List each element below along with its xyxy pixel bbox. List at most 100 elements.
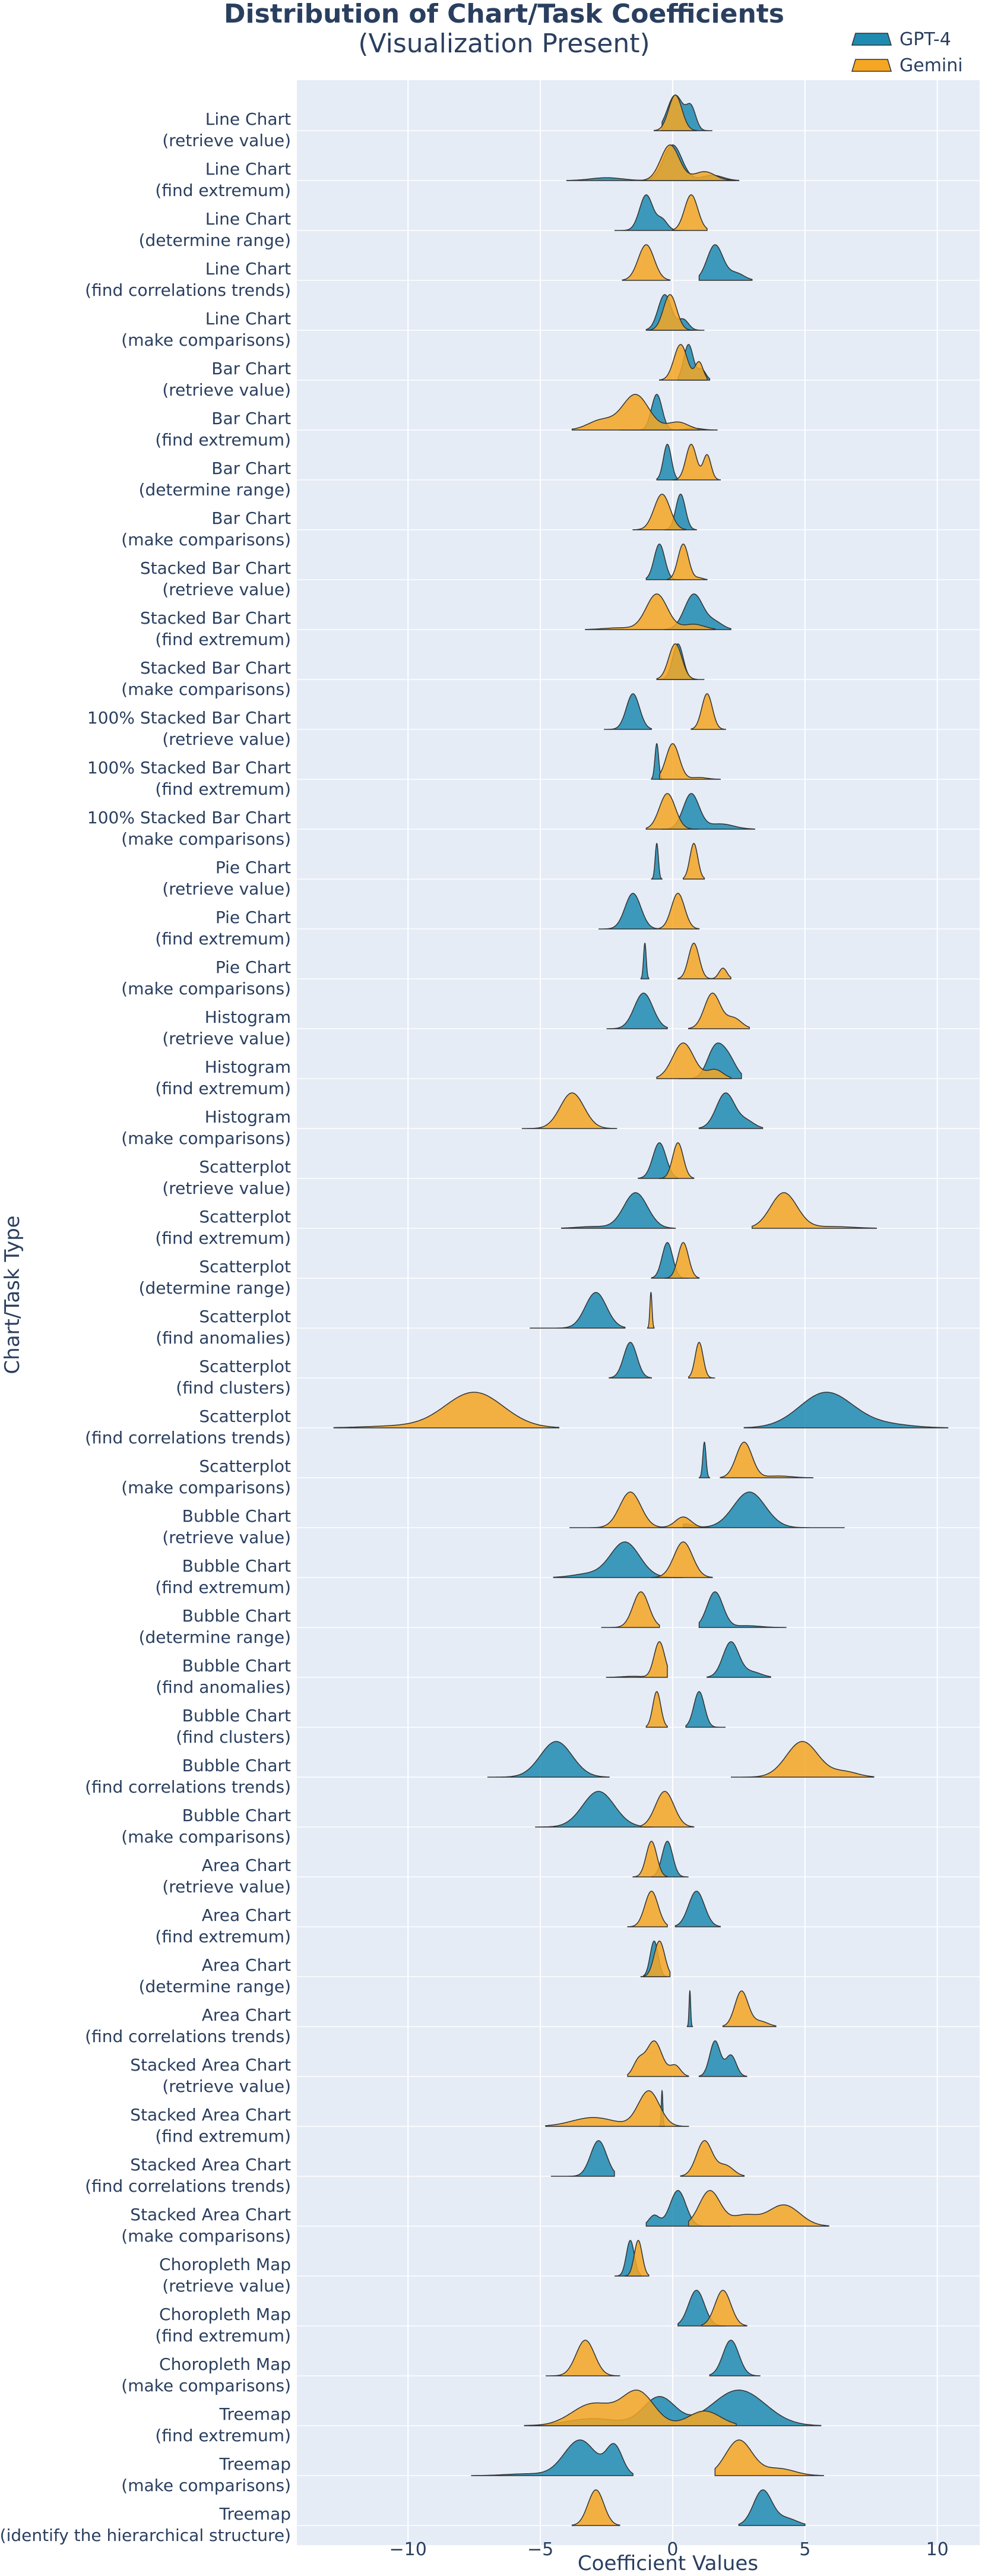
y-label-task: (find extremum)	[155, 2126, 291, 2146]
y-label-chart: Bubble Chart	[182, 1656, 291, 1676]
ridge-gemini	[731, 1741, 875, 1778]
y-label-task: (make comparisons)	[121, 530, 291, 549]
legend-label-gemini: Gemini	[900, 55, 963, 76]
y-tick-label: Line Chart (determine range)	[139, 209, 291, 250]
ridge-row	[530, 1292, 655, 1329]
y-label-chart: Histogram	[205, 1007, 291, 1027]
ridge-gpt4	[738, 2489, 806, 2526]
ridge-row	[487, 1741, 875, 1778]
legend-swatch-gemini	[851, 59, 892, 72]
ridge-gpt4	[698, 244, 753, 281]
ridge-row	[632, 494, 697, 530]
y-label-chart: 100% Stacked Bar Chart	[87, 758, 291, 777]
y-label-chart: Histogram	[205, 1057, 291, 1077]
ridge-row	[614, 2240, 650, 2277]
ridge-row	[645, 2190, 829, 2227]
ridge-gpt4	[698, 1591, 787, 1628]
ridge-row	[571, 2489, 806, 2526]
ridge-gemini	[720, 1442, 813, 1478]
y-tick-label: 100% Stacked Bar Chart (make comparisons)	[87, 808, 291, 849]
y-label-chart: Stacked Bar Chart	[140, 608, 291, 628]
ridge-gemini	[585, 593, 716, 630]
y-label-task: (make comparisons)	[121, 2376, 291, 2395]
ridge-gpt4	[743, 1392, 949, 1428]
y-label-chart: Area Chart	[202, 1856, 291, 1875]
y-tick-label: Line Chart (make comparisons)	[121, 309, 291, 350]
y-label-task: (make comparisons)	[121, 829, 291, 849]
ridge-gemini	[571, 394, 700, 431]
y-tick-label: Bubble Chart (find clusters)	[176, 1706, 291, 1747]
y-label-chart: Treemap	[218, 2454, 291, 2474]
y-label-chart: Bar Chart	[211, 459, 291, 478]
y-label-task: (find correlations trends)	[85, 280, 291, 300]
legend-swatch-gpt4	[851, 33, 892, 46]
ridge-gemini	[545, 2090, 689, 2127]
y-tick-label: Histogram (retrieve value)	[162, 1007, 291, 1048]
ridge-gpt4	[698, 1441, 711, 1478]
y-label-chart: Treemap	[218, 2404, 291, 2424]
y-tick-label: Bubble Chart (determine range)	[139, 1606, 291, 1647]
ridge-row	[653, 94, 712, 131]
y-label-task: (make comparisons)	[121, 679, 291, 699]
y-label-task: (retrieve value)	[162, 131, 291, 150]
ridge-row	[601, 1591, 787, 1628]
ridge-row	[553, 1541, 713, 1578]
ridge-gpt4	[640, 943, 650, 979]
ridge-row	[560, 1192, 877, 1229]
y-label-chart: Scatterplot	[199, 1357, 291, 1376]
y-label-chart: Pie Chart	[216, 908, 291, 927]
ridge-row	[686, 1990, 777, 2027]
y-tick-label: Bubble Chart (retrieve value)	[162, 1506, 291, 1547]
ridge-row	[645, 1691, 726, 1728]
ridge-row	[606, 1641, 771, 1678]
ridge-gemini	[640, 1940, 671, 1977]
y-label-task: (retrieve value)	[162, 1029, 291, 1048]
ridge-gemini	[601, 1591, 660, 1628]
y-label-task: (determine range)	[139, 480, 291, 500]
y-tick-label: Choropleth Map (retrieve value)	[159, 2255, 291, 2296]
ridge-row	[569, 1491, 845, 1528]
y-label-chart: Scatterplot	[199, 1406, 291, 1426]
grid-lines	[297, 80, 980, 2545]
chart-title: Distribution of Chart/Task Coefficients	[224, 0, 784, 29]
ridge-row	[638, 1142, 695, 1179]
y-label-chart: Line Chart	[205, 159, 291, 179]
y-label-chart: Pie Chart	[216, 858, 291, 877]
y-tick-label: Treemap (find extremum)	[155, 2404, 291, 2445]
y-tick-label: Bubble Chart (find correlations trends)	[85, 1756, 291, 1797]
ridge-row	[545, 2090, 689, 2127]
ridge-gpt4	[707, 1641, 771, 1678]
x-tick-label: 10	[926, 2539, 949, 2560]
y-tick-label: Bar Chart (determine range)	[139, 459, 291, 500]
y-tick-label: Scatterplot (find clusters)	[176, 1357, 291, 1398]
ridge-gemini	[688, 2190, 829, 2227]
y-tick-label: Treemap (make comparisons)	[121, 2454, 291, 2495]
ridge-gemini	[632, 1841, 668, 1878]
ridge-row	[598, 893, 700, 930]
x-tick-label: −10	[389, 2539, 427, 2560]
ridge-gemini	[571, 2489, 620, 2526]
ridge-row	[645, 294, 705, 331]
y-label-chart: Stacked Area Chart	[130, 2205, 291, 2224]
y-tick-label: Area Chart (find extremum)	[155, 1905, 291, 1946]
ridge-row	[656, 1042, 742, 1079]
ridge-row	[645, 543, 708, 580]
ridge-row	[698, 1441, 813, 1478]
y-label-chart: Pie Chart	[216, 957, 291, 977]
y-label-task: (find extremum)	[155, 181, 291, 200]
ridge-gemini	[521, 1092, 617, 1129]
y-tick-label: Stacked Area Chart (make comparisons)	[121, 2205, 291, 2246]
x-axis-title: Coefficient Values	[578, 2552, 758, 2575]
ridge-gemini	[624, 2240, 650, 2277]
legend-label-gpt4: GPT-4	[900, 29, 951, 50]
y-label-chart: Stacked Area Chart	[130, 2105, 291, 2125]
y-tick-label: Area Chart (retrieve value)	[162, 1856, 291, 1897]
y-label-task: (find clusters)	[176, 1378, 291, 1398]
y-label-task: (determine range)	[139, 230, 291, 250]
y-label-task: (find correlations trends)	[85, 1428, 291, 1447]
x-tick-label: 0	[667, 2539, 678, 2560]
ridge-gpt4	[685, 1691, 726, 1728]
y-tick-label: Scatterplot (find correlations trends)	[85, 1406, 291, 1447]
ridge-gemini	[680, 2140, 745, 2177]
ridge-gemini	[658, 1142, 695, 1179]
